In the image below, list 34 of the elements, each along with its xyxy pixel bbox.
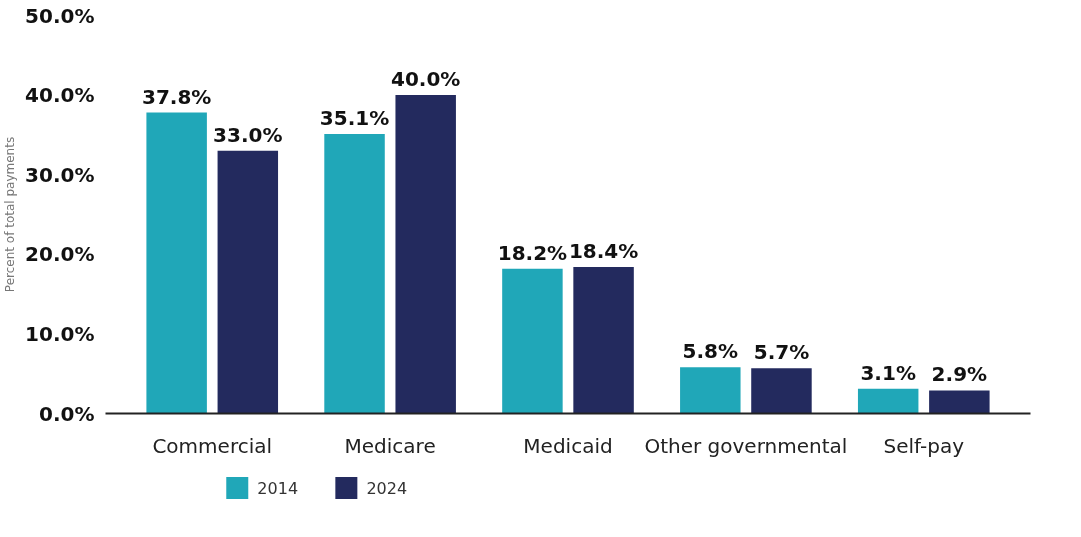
bar: [324, 134, 385, 414]
bar: [502, 268, 563, 414]
legend-label: 2024: [366, 479, 408, 498]
x-tick-label: Medicare: [344, 433, 436, 458]
x-tick-label: Medicaid: [523, 433, 613, 458]
data-label: 18.4%: [568, 239, 639, 264]
bar: [751, 368, 812, 414]
bar: [395, 95, 456, 414]
bar: [680, 367, 741, 414]
data-label: 40.0%: [391, 67, 461, 92]
data-label: 37.8%: [141, 84, 212, 109]
y-tick-label: 40.0%: [25, 83, 95, 108]
bar: [929, 390, 990, 414]
data-label: 18.2%: [497, 240, 568, 265]
y-tick-label: 0.0%: [39, 401, 95, 426]
data-label: 33.0%: [213, 122, 283, 147]
y-tick-label: 50.0%: [25, 3, 95, 28]
bar: [857, 388, 919, 414]
bar: [573, 267, 634, 414]
y-axis-title: Percent of total payments: [3, 136, 18, 293]
y-tick-label: 30.0%: [25, 162, 95, 187]
bar: [146, 112, 207, 414]
data-label: 35.1%: [319, 106, 390, 131]
x-tick-label: Self-pay: [883, 433, 965, 458]
bar: [217, 150, 279, 414]
y-tick-label: 20.0%: [25, 242, 95, 267]
data-label: 5.8%: [682, 339, 739, 364]
data-label: 5.7%: [753, 340, 810, 365]
data-label: 3.1%: [860, 360, 916, 385]
data-label: 2.9%: [931, 362, 988, 387]
y-tick-label: 10.0%: [25, 321, 95, 346]
x-tick-label: Other governmental: [644, 433, 848, 458]
legend-label: 2014: [257, 479, 299, 498]
x-tick-label: Commercial: [152, 433, 273, 458]
